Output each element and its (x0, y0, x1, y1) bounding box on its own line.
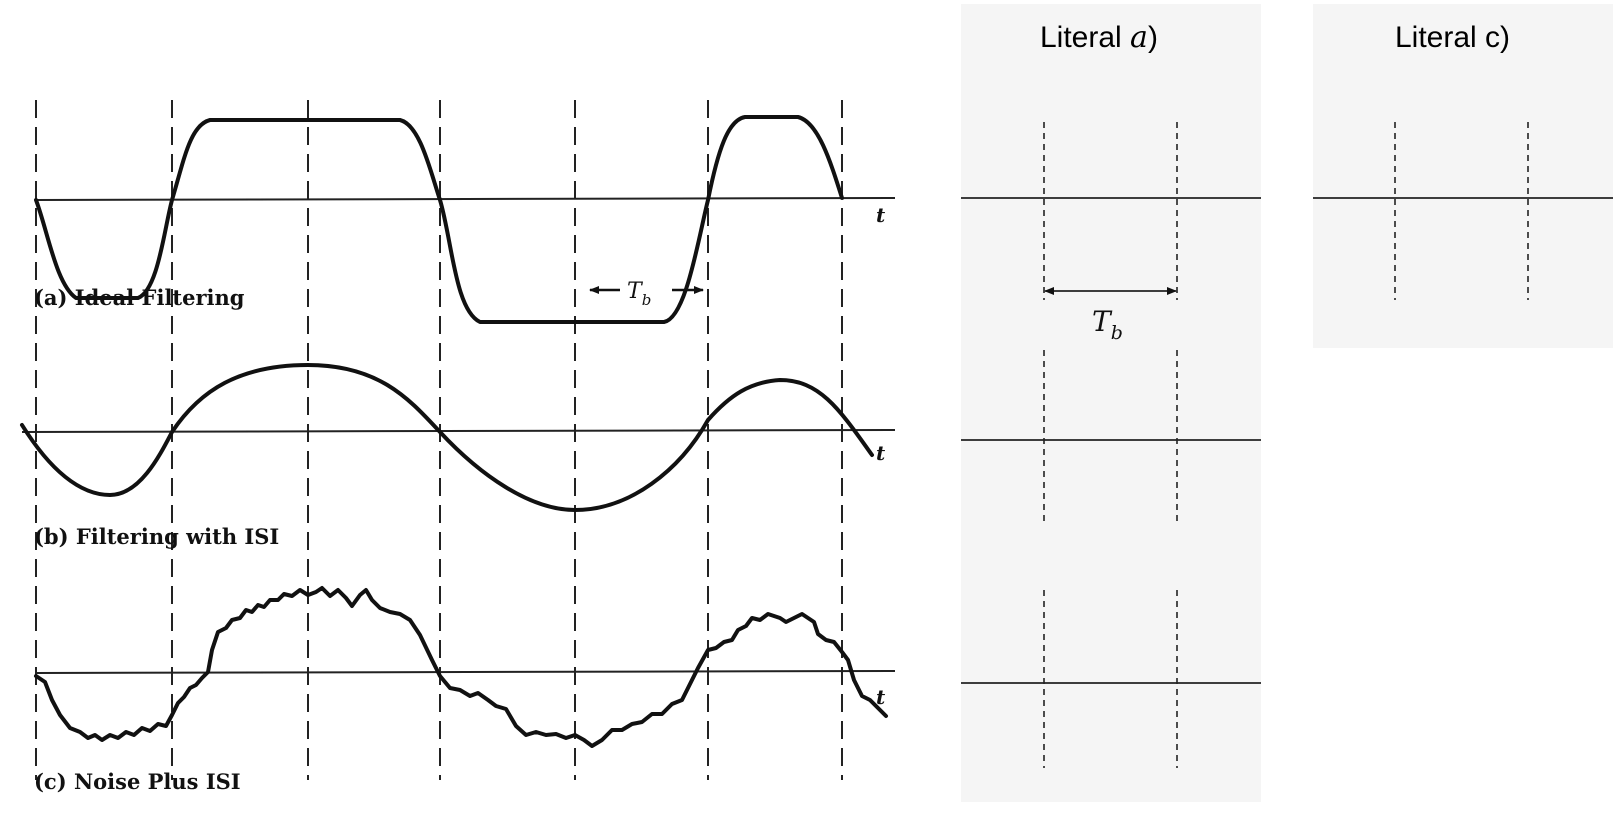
panel-c-title: Literal c) (1395, 21, 1510, 54)
period-marker: Tb (589, 279, 704, 309)
caption-a: (a) Ideal Filtering (34, 285, 245, 310)
bit-boundary-lines (35, 100, 843, 780)
waveform-c-group: t (c) Noise Plus ISI (34, 586, 896, 794)
caption-b: (b) Filtering with ISI (34, 524, 279, 549)
panel-c-background (1313, 4, 1613, 348)
axis-label-t-a: t (876, 203, 886, 227)
caption-c: (c) Noise Plus ISI (34, 769, 241, 794)
waveform-filtering-with-isi (20, 363, 874, 512)
panel-a-period-label: Tb (1092, 305, 1123, 344)
waveform-a-group: t (a) Ideal Filtering Tb (34, 115, 896, 324)
waveform-b-group: t (b) Filtering with ISI (20, 363, 896, 549)
panel-literal-a: Literal a) Tb (961, 4, 1261, 802)
time-axis-a (35, 197, 896, 201)
panel-literal-c: Literal c) (1313, 4, 1613, 348)
time-axis-b (21, 429, 896, 433)
waveform-noise-plus-isi (34, 586, 888, 748)
axis-label-t-b: t (876, 441, 886, 465)
waveform-ideal-filtering (34, 115, 844, 324)
panel-a-background (961, 4, 1261, 802)
panel-a-title: Literal a) (1040, 20, 1158, 55)
isi-figure: t (a) Ideal Filtering Tb t (b) Filtering… (20, 100, 896, 794)
time-axis-c (35, 670, 896, 674)
axis-label-t-c: t (876, 685, 886, 709)
period-label-tb: Tb (627, 279, 651, 309)
